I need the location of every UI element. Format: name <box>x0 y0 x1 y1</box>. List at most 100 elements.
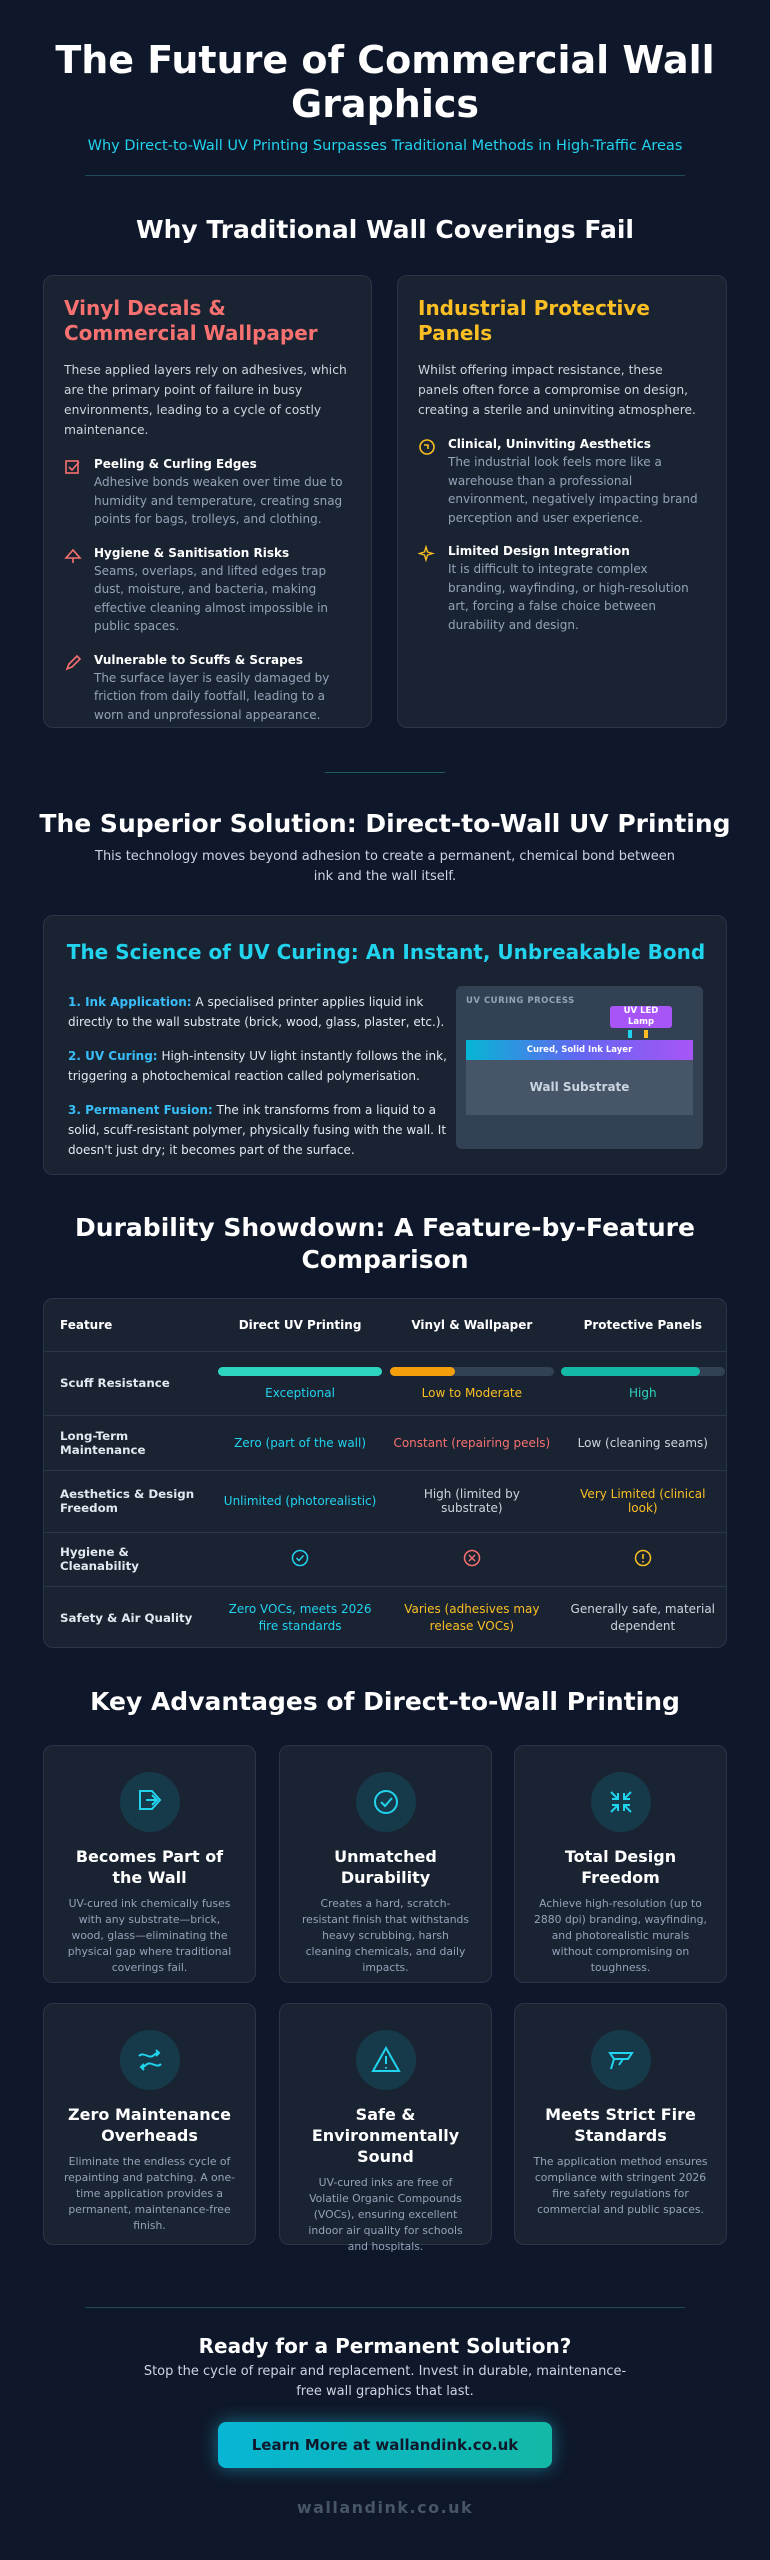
icon-glyph <box>138 1790 161 1810</box>
step-label: 3. Permanent Fusion: <box>68 1103 213 1117</box>
card-text: The application method ensures complianc… <box>533 2155 708 2216</box>
icon-glyph <box>370 2045 401 2072</box>
cell <box>214 1531 387 1586</box>
diagram-caption: UV CURING PROCESS <box>466 996 575 1006</box>
uv-light <box>628 1030 632 1038</box>
item-text: The industrial look feels more like a wa… <box>448 455 698 525</box>
step-text: The ink transforms from a liquid to a so… <box>68 1103 447 1157</box>
icon <box>355 2030 416 2090</box>
icon-glyph <box>609 1791 632 1813</box>
cell: Low to Moderate <box>386 1350 558 1415</box>
header: The Future of Commercial Wall Graphics W… <box>0 38 770 154</box>
cell: Constant (repairing peels) <box>386 1414 558 1470</box>
icon <box>65 654 82 670</box>
uv-light <box>644 1030 648 1038</box>
icon <box>119 2030 180 2090</box>
step-text: A specialised printer applies liquid ink… <box>68 995 445 1029</box>
diagram: UV CURING PROCESS UV LED Lamp Cured, Sol… <box>456 986 703 1149</box>
item-title: Hygiene & Sanitisation Risks <box>94 545 290 560</box>
ink-layer: Cured, Solid Ink Layer <box>466 1040 693 1060</box>
advantage-card: Safe & Environmentally Sound UV-cured ink… <box>279 2003 492 2253</box>
cell: High <box>557 1350 726 1415</box>
card-intro: Whilst offering impact resistance, these… <box>418 363 696 417</box>
section-heading: Why Traditional Wall Coverings Fail <box>136 215 634 244</box>
card-intro: These applied layers rely on adhesives, … <box>64 363 347 437</box>
row: Aesthetics & Design Freedom Unlimited (p… <box>44 1469 726 1532</box>
wall-substrate: Wall Substrate <box>466 1060 693 1115</box>
failure-item: Peeling & Curling Edges Adhesive bonds we… <box>64 456 351 529</box>
failure-item: Limited Design Integration It is difficul… <box>418 543 706 634</box>
cross-icon <box>463 1549 481 1566</box>
steps: 1. Ink Application: A specialised printe… <box>68 992 448 1174</box>
section-subtitle: This technology moves beyond adhesion to… <box>95 849 675 884</box>
item-text: It is difficult to integrate complex bra… <box>448 562 689 632</box>
cta-title: Ready for a Permanent Solution? <box>198 2334 572 2358</box>
card-text: Achieve high-resolution (up to 2880 dpi)… <box>534 1897 707 1974</box>
cta-button[interactable]: Learn More at wallandink.co.uk <box>218 2422 552 2468</box>
item-title: Limited Design Integration <box>448 544 630 558</box>
cta-text: Stop the cycle of repair and replacement… <box>143 2364 627 2399</box>
item-text: The surface layer is easily damaged by f… <box>94 670 330 722</box>
uv-lamp: UV LED Lamp <box>610 1006 672 1028</box>
rating-bar <box>389 1366 554 1376</box>
cell: Varies (adhesives may release VOCs) <box>386 1585 558 1647</box>
rating-bar <box>218 1366 383 1376</box>
advantage-card: Total Design Freedom Achieve high-resolut… <box>514 1745 727 1983</box>
column-header: Direct UV Printing <box>238 1317 362 1332</box>
failure-card: Industrial Protective Panels Whilst offe… <box>397 275 727 728</box>
step-label: 2. UV Curing: <box>68 1049 158 1063</box>
failure-item: Hygiene & Sanitisation Risks Seams, overl… <box>64 545 351 636</box>
item-text: Adhesive bonds weaken over time due to h… <box>94 475 343 526</box>
cell: Very Limited (clinical look) <box>557 1469 726 1532</box>
advantage-card: Unmatched Durability Creates a hard, scra… <box>279 1745 492 1983</box>
section-heading: Key Advantages of Direct-to-Wall Printin… <box>90 1687 680 1716</box>
cell: Low (cleaning seams) <box>557 1414 726 1470</box>
column-header: Vinyl & Wallpaper <box>411 1317 533 1332</box>
comparison-table: Feature Direct UV Printing Vinyl & Wallp… <box>43 1298 727 1648</box>
cell: Exceptional <box>214 1350 387 1415</box>
item-text: Seams, overlaps, and lifted edges trap d… <box>94 563 329 634</box>
feature: Long-Term Maintenance <box>44 1414 214 1470</box>
icon <box>419 439 435 455</box>
row: Hygiene & Cleanability <box>44 1531 726 1586</box>
advantage-card: Becomes Part of the Wall UV-cured ink che… <box>43 1745 256 1983</box>
icon-glyph <box>607 2052 634 2070</box>
column-header: Feature <box>60 1317 113 1332</box>
card-title: Industrial Protective Panels <box>418 296 650 345</box>
card-text: Creates a hard, scratch-resistant finish… <box>301 1897 470 1974</box>
card-title: Unmatched Durability <box>334 1847 437 1887</box>
card-title: Vinyl Decals & Commercial Wallpaper <box>64 296 318 345</box>
check-icon <box>291 1549 309 1566</box>
card-text: UV-cured ink chemically fuses with any s… <box>67 1897 232 1974</box>
feature: Aesthetics & Design Freedom <box>44 1469 214 1532</box>
cell <box>557 1531 726 1586</box>
card-title: Zero Maintenance Overheads <box>68 2105 231 2145</box>
card-title: Becomes Part of the Wall <box>75 1847 224 1887</box>
step-label: 1. Ink Application: <box>68 995 192 1009</box>
page-subtitle: Why Direct-to-Wall UV Printing Surpasses… <box>87 138 683 154</box>
cell: Zero (part of the wall) <box>214 1414 387 1470</box>
divider <box>85 2307 685 2308</box>
icon <box>418 545 435 563</box>
rating-bar <box>560 1366 725 1376</box>
science-title: The Science of UV Curing: An Instant, Un… <box>66 940 706 964</box>
row: Scuff Resistance Exceptional Low to Mode… <box>44 1350 726 1415</box>
failure-item: Vulnerable to Scuffs & Scrapes The surfac… <box>64 652 351 725</box>
card-text: Eliminate the endless cycle of repaintin… <box>63 2155 236 2232</box>
advantage-card: Meets Strict Fire Standards The applicati… <box>514 2003 727 2245</box>
icon <box>119 1772 180 1832</box>
divider <box>325 772 445 773</box>
item-title: Vulnerable to Scuffs & Scrapes <box>94 652 304 667</box>
header-row: Feature Direct UV Printing Vinyl & Wallp… <box>44 1299 726 1351</box>
science-card: The Science of UV Curing: An Instant, Un… <box>43 915 727 1175</box>
icon-glyph <box>137 2049 162 2071</box>
icon <box>65 460 80 474</box>
step: 2. UV Curing: High-intensity UV light in… <box>68 1046 448 1086</box>
cell-text: Low to Moderate <box>421 1385 523 1400</box>
advantage-card: Zero Maintenance Overheads Eliminate the … <box>43 2003 256 2245</box>
cell-text: Exceptional <box>265 1385 335 1400</box>
cell <box>386 1531 558 1586</box>
cell: High (limited by substrate) <box>386 1469 558 1532</box>
card-text: UV-cured inks are free of Volatile Organ… <box>308 2176 463 2253</box>
